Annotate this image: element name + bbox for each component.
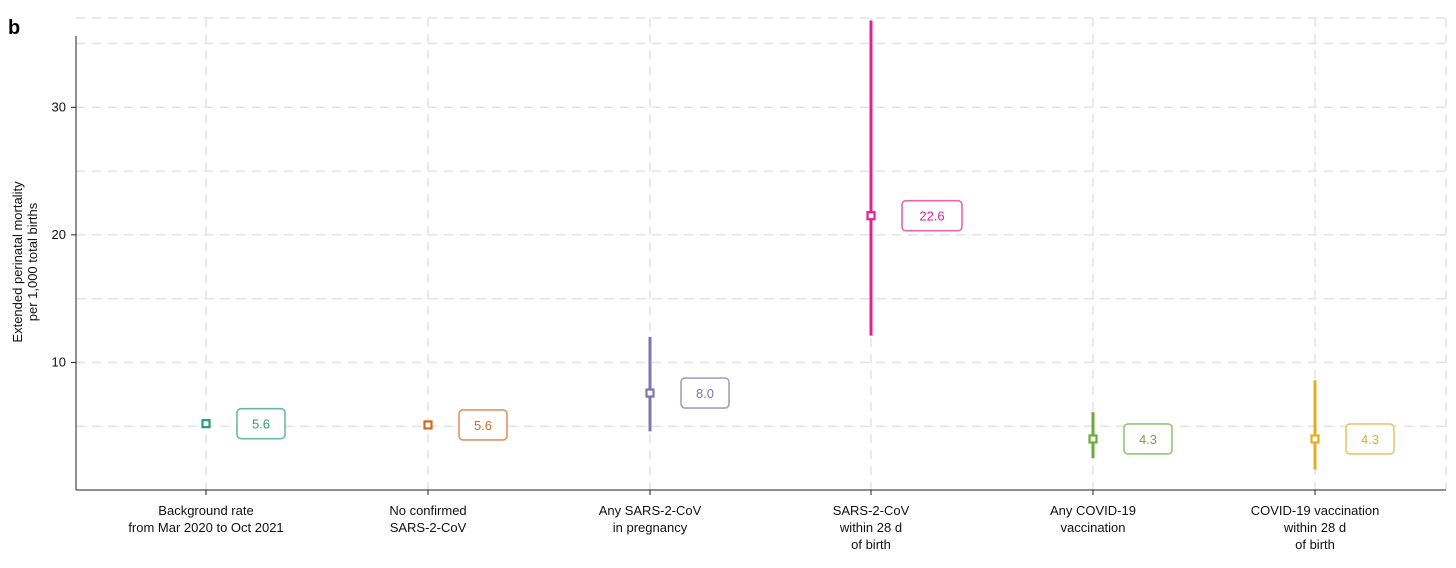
x-category-label-line: SARS-2-CoV xyxy=(390,520,467,535)
y-tick-label: 30 xyxy=(52,99,66,114)
point-estimate-marker xyxy=(423,420,433,430)
value-label: 8.0 xyxy=(696,386,714,401)
point-estimate-marker xyxy=(1088,434,1098,444)
point-estimate-marker xyxy=(201,419,211,429)
point-estimate-marker xyxy=(866,211,876,221)
x-category-label-line: in pregnancy xyxy=(613,520,688,535)
gridlines xyxy=(76,17,1447,490)
category-mark-group: 5.6 xyxy=(201,407,286,440)
value-label: 4.3 xyxy=(1139,432,1157,447)
point-estimate-marker xyxy=(645,388,655,398)
x-category-label-line: of birth xyxy=(1295,537,1335,552)
x-category-label-line: Any COVID-19 xyxy=(1050,503,1136,518)
value-label: 5.6 xyxy=(474,418,492,433)
axes xyxy=(75,36,1446,491)
category-mark-group: 8.0 xyxy=(645,336,730,432)
value-label-box xyxy=(458,409,508,441)
value-label-box xyxy=(236,407,286,440)
value-label-box xyxy=(1123,423,1173,455)
y-axis-title-line: per 1,000 total births xyxy=(25,202,40,321)
y-axis-title: Extended perinatal mortality per 1,000 to… xyxy=(10,181,40,343)
x-category-label-line: Any SARS-2-CoV xyxy=(599,503,702,518)
x-category-label-line: No confirmed xyxy=(389,503,466,518)
point-estimate-marker xyxy=(1310,434,1320,444)
y-axis-title-line: Extended perinatal mortality xyxy=(10,181,25,343)
category-mark-group: 5.6 xyxy=(423,409,508,441)
category-mark-group: 4.3 xyxy=(1088,412,1173,459)
x-category-label-line: Background rate xyxy=(158,503,253,518)
value-label-box xyxy=(1345,423,1395,455)
x-category-label-line: vaccination xyxy=(1060,520,1125,535)
category-mark-group: 4.3 xyxy=(1310,380,1395,470)
value-label-box xyxy=(901,199,963,232)
x-axis-category-labels: Background rate from Mar 2020 to Oct 2021… xyxy=(128,490,1379,552)
y-tick-label: 20 xyxy=(52,227,66,242)
x-category-label-line: within 28 d xyxy=(839,520,902,535)
category-mark-group: 22.6 xyxy=(866,20,963,336)
x-category-label-line: within 28 d xyxy=(1283,520,1346,535)
value-label-box xyxy=(680,377,730,409)
value-label: 22.6 xyxy=(919,209,944,224)
x-category-label-line: COVID-19 vaccination xyxy=(1251,503,1380,518)
value-label: 5.6 xyxy=(252,417,270,432)
x-category-label-line: SARS-2-CoV xyxy=(833,503,910,518)
data-marks: 5.6 5.6 8.0 22.6 4.3 4.3 xyxy=(201,20,1395,470)
value-label: 4.3 xyxy=(1361,432,1379,447)
y-tick-label: 10 xyxy=(52,354,66,369)
x-category-label-line: of birth xyxy=(851,537,891,552)
y-axis-ticks: 10 20 30 xyxy=(52,99,76,369)
x-category-label-line: from Mar 2020 to Oct 2021 xyxy=(128,520,283,535)
panel-letter: b xyxy=(8,17,20,39)
